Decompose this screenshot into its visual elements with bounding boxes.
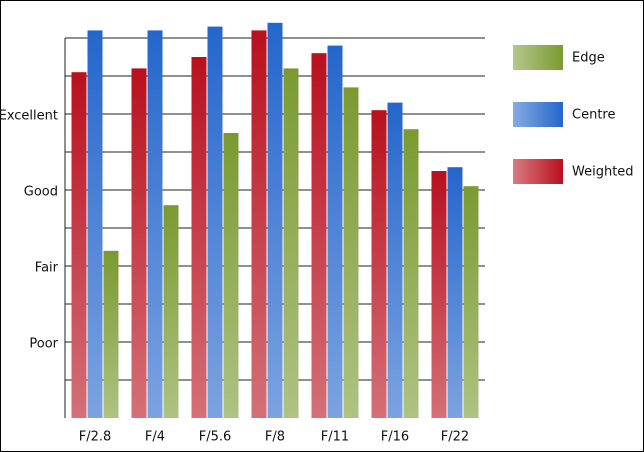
bar	[343, 87, 359, 419]
bar	[71, 72, 87, 418]
legend-swatch	[513, 102, 563, 127]
legend-label: Edge	[572, 51, 605, 66]
bar	[387, 102, 403, 418]
bar	[191, 57, 207, 418]
legend-swatch	[513, 45, 563, 70]
bar	[403, 129, 419, 418]
legend-label: Weighted	[572, 165, 634, 180]
bar	[327, 45, 343, 418]
bar	[267, 22, 283, 419]
bar	[223, 133, 239, 418]
y-tick-label: Poor	[29, 337, 58, 352]
x-tick-label: F/8	[265, 430, 285, 445]
bar	[431, 171, 447, 418]
x-tick-label: F/16	[381, 430, 409, 445]
y-tick-label: Fair	[35, 261, 59, 276]
bar	[103, 250, 119, 418]
bar	[147, 30, 163, 419]
x-tick-label: F/2.8	[79, 430, 112, 445]
legend-swatch	[513, 159, 563, 184]
bar	[371, 110, 387, 418]
bar	[311, 53, 327, 418]
legend-label: Centre	[572, 108, 615, 123]
x-tick-label: F/22	[441, 430, 469, 445]
x-tick-label: F/4	[145, 430, 165, 445]
x-tick-label: F/11	[321, 430, 349, 445]
y-tick-label: Excellent	[0, 109, 58, 124]
bar	[447, 167, 463, 418]
bar	[283, 68, 299, 419]
bar	[87, 30, 103, 419]
bar	[131, 68, 147, 419]
x-tick-label: F/5.6	[199, 430, 232, 445]
y-tick-label: Good	[24, 185, 58, 200]
bar	[251, 30, 267, 419]
bar	[163, 205, 179, 418]
bar	[207, 26, 223, 418]
bar	[463, 186, 479, 418]
